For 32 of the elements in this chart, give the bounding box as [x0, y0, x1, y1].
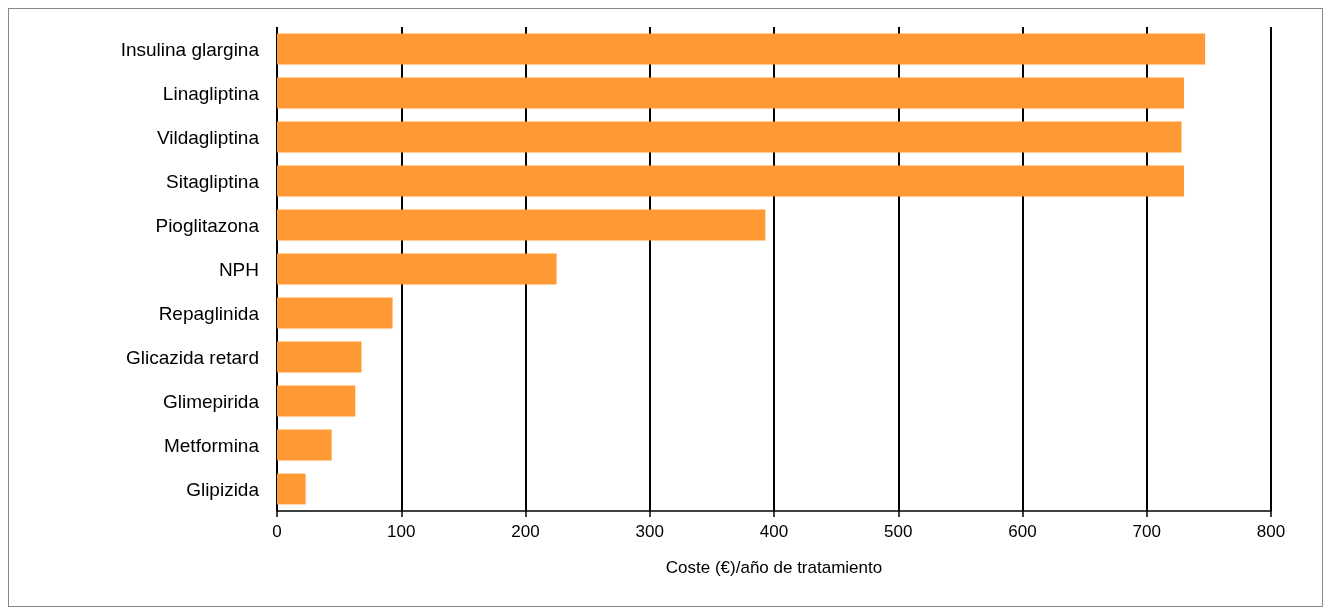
- y-tick-label: Glicazida retard: [125, 346, 259, 368]
- bar: [277, 77, 1185, 109]
- bar: [277, 473, 306, 505]
- x-tick-label: 600: [1008, 522, 1037, 541]
- y-tick-label: NPH: [218, 258, 259, 280]
- x-tick-label: 300: [635, 522, 664, 541]
- bar: [277, 165, 1185, 197]
- y-tick-label: Glimepirida: [162, 390, 260, 412]
- bar: [277, 341, 362, 373]
- y-tick-label: Sitagliptina: [166, 170, 260, 192]
- y-tick-label: Pioglitazona: [155, 214, 260, 236]
- x-tick-label: 0: [272, 522, 282, 541]
- x-tick-label: 800: [1256, 522, 1286, 541]
- x-tick-label: 700: [1132, 522, 1161, 541]
- y-tick-label: Repaglinida: [158, 302, 260, 324]
- bar: [277, 253, 557, 285]
- bar: [277, 121, 1182, 153]
- bar: [277, 209, 766, 241]
- y-tick-label: Metformina: [163, 434, 260, 456]
- y-tick-label: Vildagliptina: [156, 126, 260, 148]
- y-tick-label: Insulina glargina: [120, 38, 260, 60]
- x-axis-title: Coste (€)/año de tratamiento: [665, 558, 883, 577]
- bar: [277, 33, 1206, 65]
- x-tick-label: 100: [387, 522, 416, 541]
- x-tick-label: 500: [884, 522, 913, 541]
- bar: [277, 297, 393, 329]
- bar: [277, 385, 356, 417]
- bar: [277, 429, 332, 461]
- y-tick-label: Glipizida: [186, 478, 260, 500]
- x-tick-label: 400: [759, 522, 789, 541]
- x-tick-label: 200: [511, 522, 540, 541]
- y-tick-label: Linagliptina: [162, 82, 260, 104]
